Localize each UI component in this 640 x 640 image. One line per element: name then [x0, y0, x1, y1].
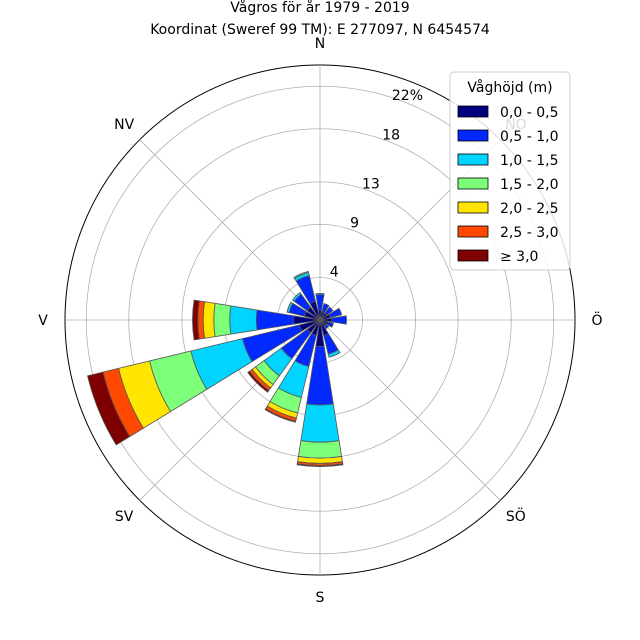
- legend-label: 0,0 - 0,5: [500, 105, 558, 121]
- chart-title: Vågros för år 1979 - 2019: [230, 0, 409, 16]
- legend-label: 2,5 - 3,0: [500, 225, 558, 241]
- radial-tick-label: 9: [350, 216, 359, 232]
- radial-tick-label: 13: [362, 176, 380, 192]
- legend-swatch: [457, 129, 489, 142]
- bar-segment-S-2: [300, 403, 340, 443]
- bar-segment-NV-2: [291, 291, 302, 302]
- direction-label-Ö: Ö: [591, 311, 602, 329]
- bars-group: [87, 270, 347, 467]
- legend-swatch: [457, 225, 489, 238]
- legend-title: Våghöjd (m): [467, 79, 552, 96]
- bar-segment-NNV-3: [293, 270, 310, 279]
- radial-tick-label: 4: [330, 265, 339, 281]
- legend-label: 1,0 - 1,5: [500, 153, 558, 169]
- grid-spoke: [319, 319, 501, 501]
- bar-segment-ÖSÖ-1: [326, 321, 334, 328]
- legend-box: [449, 71, 571, 271]
- grid-spoke: [139, 139, 321, 321]
- direction-label-S: S: [316, 590, 325, 606]
- legend-swatch: [457, 249, 489, 262]
- bar-segment-VSV-6: [87, 371, 131, 446]
- direction-label-V: V: [38, 313, 48, 329]
- bar-segment-SSÖ-2: [327, 349, 341, 358]
- bar-segment-SÖ-1: [323, 323, 330, 330]
- bar-segment-V-2: [229, 305, 258, 335]
- direction-label-N: N: [315, 36, 325, 52]
- legend-swatch: [457, 153, 489, 166]
- legend-label: 0,5 - 1,0: [500, 129, 558, 145]
- radial-tick-labels: 4 9 13 18 22%: [330, 88, 423, 281]
- bar-segment-V-4: [202, 301, 216, 339]
- legend-swatch: [457, 201, 489, 214]
- direction-label-NV: NV: [114, 117, 134, 133]
- bar-segment-N-2: [315, 293, 325, 296]
- bar-segment-V-6: [192, 299, 200, 341]
- legend-swatch: [457, 177, 489, 190]
- bar-segment-SV-6: [247, 370, 270, 393]
- bar-segment-ÖNÖ-1: [328, 307, 343, 319]
- bar-segment-V-3: [213, 302, 232, 338]
- bar-segment-V-1: [255, 309, 295, 331]
- bar-segment-NÖ-1: [324, 306, 334, 316]
- legend-label: 2,0 - 2,5: [500, 201, 558, 217]
- direction-label-SÖ: SÖ: [506, 507, 526, 525]
- legend-label: 1,5 - 2,0: [500, 177, 558, 193]
- legend: Våghöjd (m) 0,0 - 0,5 0,5 - 1,0 1,0 - 1,5 1,…: [449, 71, 571, 271]
- radial-tick-label: 22%: [392, 88, 423, 104]
- legend-swatch: [457, 105, 489, 118]
- bar-segment-Ö-1: [331, 315, 347, 325]
- bar-segment-S-3: [297, 440, 343, 459]
- bar-segment-VNV-2: [286, 301, 294, 314]
- bar-segment-NNÖ-1: [321, 302, 330, 314]
- chart-subtitle: Koordinat (Sweref 99 TM): E 277097, N 64…: [150, 22, 490, 38]
- bar-segment-SSV-6: [264, 408, 297, 423]
- bar-segment-S-6: [296, 463, 344, 467]
- direction-label-SV: SV: [115, 509, 134, 525]
- radial-tick-label: 18: [382, 127, 400, 143]
- legend-label: ≥ 3,0: [500, 249, 538, 265]
